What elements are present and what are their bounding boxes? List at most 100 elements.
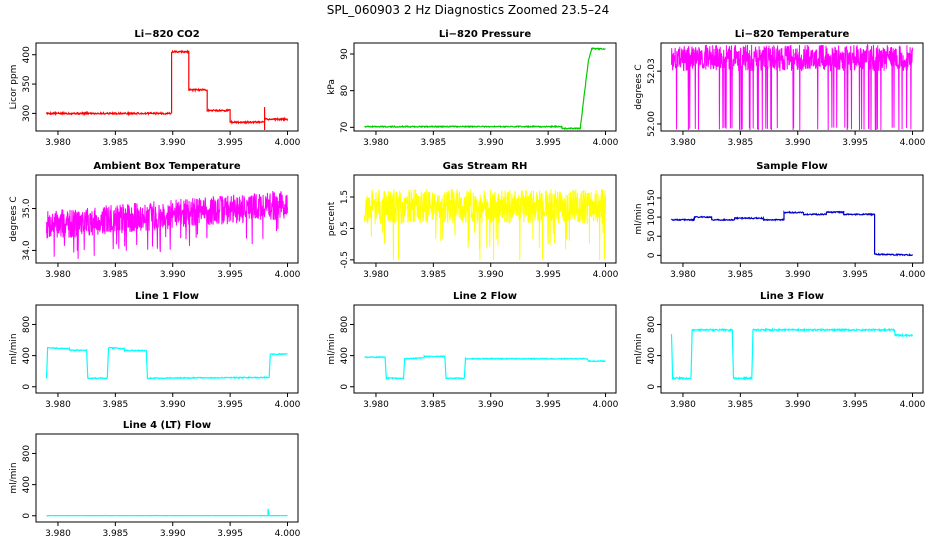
y-tick-label: 150 (647, 189, 657, 206)
panel-title: Li−820 Temperature (735, 29, 850, 40)
y-axis-label: ml/min (634, 203, 644, 234)
y-tick-label: 400 (22, 46, 32, 63)
y-tick-label: 50 (647, 230, 657, 242)
y-tick-label: 52.03 (647, 58, 657, 84)
x-tick-label: 3.985 (102, 529, 128, 539)
series-line (45, 49, 265, 125)
y-tick-label: 70 (340, 121, 350, 133)
x-tick-label: 4.000 (275, 270, 301, 280)
x-tick-label: 3.985 (420, 138, 446, 148)
x-tick-label: 4.000 (593, 400, 619, 410)
y-tick-label: 800 (22, 316, 32, 333)
panel-title: Line 3 Flow (760, 291, 824, 302)
x-tick-label: 3.990 (160, 270, 186, 280)
x-tick-label: 3.980 (363, 138, 389, 148)
series-line (671, 210, 913, 257)
series-line (671, 44, 913, 130)
y-axis-label: degrees C (634, 64, 644, 109)
y-tick-label: 34.0 (22, 240, 32, 260)
x-tick-label: 3.995 (842, 138, 868, 148)
y-tick-label: 800 (340, 316, 350, 333)
panel-title: Li−820 Pressure (439, 29, 532, 40)
series-line (46, 190, 288, 259)
panel-10: Line 4 (LT) Flow ml/min 3.980 3.985 3.990 3.9… (9, 420, 301, 539)
y-axis-label: ml/min (634, 333, 644, 364)
panel-title: Line 4 (LT) Flow (123, 420, 211, 431)
plot-frame (35, 433, 299, 523)
series-line (45, 346, 288, 380)
y-tick-label: 0 (647, 384, 657, 390)
plot-frame (353, 304, 617, 394)
x-tick-label: 3.985 (727, 270, 753, 280)
series-line (264, 116, 289, 122)
panel-title: Li−820 CO2 (134, 29, 199, 40)
x-tick-label: 3.980 (670, 270, 696, 280)
x-tick-label: 4.000 (900, 138, 926, 148)
y-tick-label: 400 (22, 476, 32, 493)
x-tick-label: 3.985 (102, 138, 128, 148)
x-tick-label: 3.985 (727, 400, 753, 410)
y-axis-label: degrees C (9, 196, 19, 241)
panel-6: Sample Flow ml/min 3.980 3.985 3.990 3.995 4.0… (634, 161, 926, 280)
plot-frame (35, 174, 299, 264)
x-tick-label: 4.000 (900, 270, 926, 280)
y-tick-label: 400 (647, 347, 657, 364)
panel-8: Line 2 Flow ml/min 3.980 3.985 3.990 3.995 4.0… (327, 291, 619, 410)
panel-title: Line 1 Flow (135, 291, 199, 302)
x-tick-label: 3.985 (727, 138, 753, 148)
x-tick-label: 4.000 (275, 400, 301, 410)
y-tick-label: 0.5 (340, 221, 350, 235)
series-line (670, 327, 914, 381)
x-tick-label: 3.980 (670, 400, 696, 410)
y-tick-label: 800 (22, 445, 32, 462)
y-tick-label: 0 (22, 513, 32, 519)
series-line (46, 508, 288, 517)
x-tick-label: 4.000 (275, 138, 301, 148)
y-tick-label: 0 (340, 384, 350, 390)
x-tick-label: 3.990 (785, 400, 811, 410)
x-tick-label: 3.985 (420, 400, 446, 410)
y-tick-label: 80 (340, 85, 350, 97)
x-tick-label: 4.000 (593, 270, 619, 280)
x-tick-label: 3.990 (478, 270, 504, 280)
x-tick-label: 3.990 (160, 529, 186, 539)
plot-frame (660, 304, 924, 394)
x-tick-label: 3.985 (102, 400, 128, 410)
plot-frame (353, 42, 617, 132)
series-line (364, 354, 606, 381)
figure-title: SPL_060903 2 Hz Diagnostics Zoomed 23.5–… (327, 3, 610, 17)
plot-frame (660, 42, 924, 132)
x-tick-label: 3.990 (160, 400, 186, 410)
x-tick-label: 4.000 (900, 400, 926, 410)
x-tick-label: 3.995 (842, 270, 868, 280)
x-tick-label: 3.990 (785, 270, 811, 280)
plot-frame (660, 174, 924, 264)
panel-3: Li−820 Temperature degrees C 3.980 3.985 3.9… (634, 29, 926, 148)
panel-4: Ambient Box Temperature degrees C 3.980 3.9… (9, 161, 301, 280)
panel-5: Gas Stream RH percent 3.980 3.985 3.990 3.995… (327, 161, 619, 280)
y-tick-label: 35.0 (22, 198, 32, 218)
y-tick-label: 350 (22, 75, 32, 92)
y-tick-label: 100 (647, 208, 657, 225)
y-tick-label: 52.00 (647, 111, 657, 137)
plot-frame (35, 304, 299, 394)
panel-title: Gas Stream RH (443, 161, 528, 172)
y-tick-label: -0.5 (340, 251, 350, 269)
panel-1: Li−820 CO2 Licor ppm 3.980 3.985 3.990 3.995 4… (9, 29, 301, 148)
plot-frame (353, 174, 617, 264)
y-tick-label: 400 (340, 347, 350, 364)
y-axis-label: ml/min (9, 462, 19, 493)
y-axis-label: percent (327, 201, 337, 236)
panel-9: Line 3 Flow ml/min 3.980 3.985 3.990 3.995 4.0… (634, 291, 926, 410)
panel-2: Li−820 Pressure kPa 3.980 3.985 3.990 3.995 4.… (327, 29, 619, 148)
x-tick-label: 3.980 (45, 529, 71, 539)
x-tick-label: 3.980 (670, 138, 696, 148)
x-tick-label: 4.000 (275, 529, 301, 539)
y-tick-label: 400 (22, 347, 32, 364)
series-line (364, 188, 606, 260)
y-tick-label: 1.5 (340, 190, 350, 204)
x-tick-label: 3.995 (217, 138, 243, 148)
y-tick-label: 0 (22, 384, 32, 390)
panel-title: Sample Flow (756, 161, 828, 172)
